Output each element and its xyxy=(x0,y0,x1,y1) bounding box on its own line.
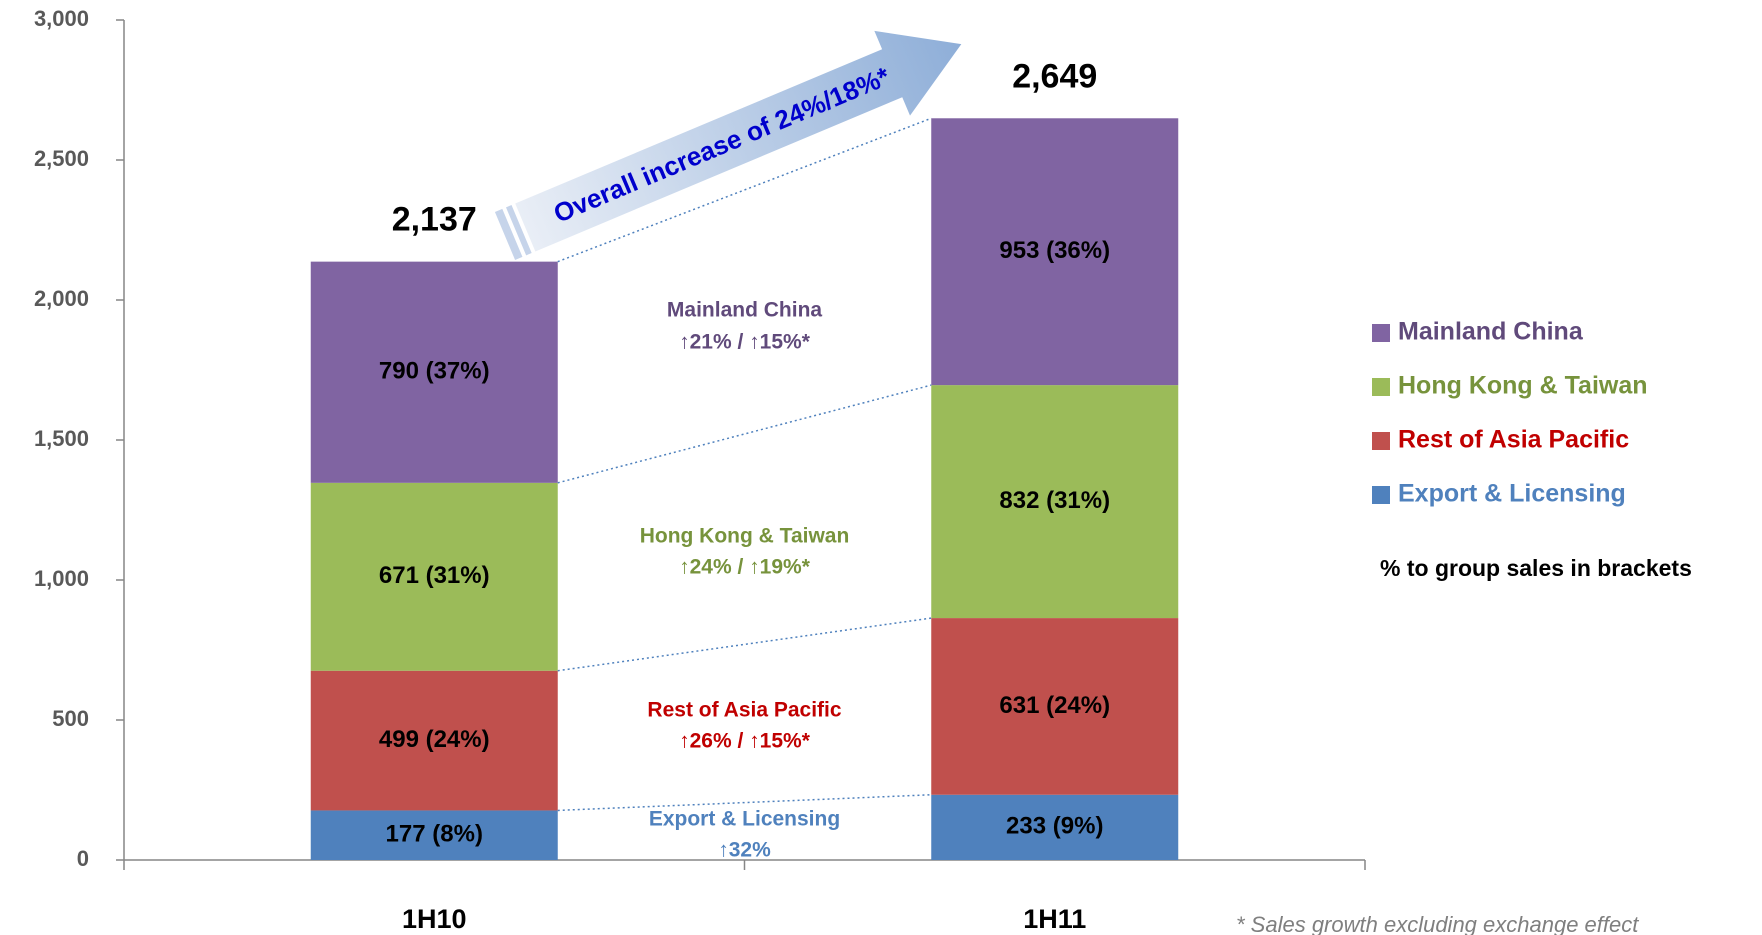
connector xyxy=(557,794,932,812)
total-label: 2,649 xyxy=(1012,57,1097,95)
bar-segment xyxy=(310,670,558,811)
connector xyxy=(557,117,932,263)
growth-name: Rest of Asia Pacific xyxy=(647,699,841,722)
segment-label: 671 (31%) xyxy=(379,562,490,589)
legend-swatch xyxy=(1372,378,1390,396)
bar-segment xyxy=(310,482,558,671)
bar-segment xyxy=(931,385,1179,619)
total-label: 2,137 xyxy=(392,201,477,239)
legend-swatch xyxy=(1372,486,1390,504)
growth-value: ↑32% xyxy=(718,839,771,862)
growth-value: ↑21% / ↑15%* xyxy=(679,331,811,354)
y-tick-label: 1,000 xyxy=(34,566,89,591)
legend-label: Export & Licensing xyxy=(1398,480,1626,508)
y-tick-label: 2,000 xyxy=(34,286,89,311)
y-tick-label: 2,500 xyxy=(34,146,89,171)
growth-name: Hong Kong & Taiwan xyxy=(640,525,850,548)
segment-label: 631 (24%) xyxy=(999,692,1110,719)
legend-label: Rest of Asia Pacific xyxy=(1398,426,1629,454)
segment-label: 832 (31%) xyxy=(999,487,1110,514)
connector xyxy=(557,384,932,484)
connector xyxy=(557,617,932,672)
growth-value: ↑26% / ↑15%* xyxy=(679,730,811,753)
y-tick-label: 1,500 xyxy=(34,426,89,451)
growth-name: Mainland China xyxy=(667,299,822,322)
segment-label: 177 (8%) xyxy=(386,821,483,848)
legend-label: Mainland China xyxy=(1398,318,1584,346)
legend-label: Hong Kong & Taiwan xyxy=(1398,372,1648,400)
y-tick-label: 3,000 xyxy=(34,6,89,31)
bar-segment xyxy=(931,618,1179,795)
segment-label: 790 (37%) xyxy=(379,358,490,385)
y-tick-label: 0 xyxy=(77,846,89,871)
bar-segment xyxy=(931,118,1179,386)
segment-label: 233 (9%) xyxy=(1006,813,1103,840)
arrow-body xyxy=(515,30,962,252)
growth-value: ↑24% / ↑19%* xyxy=(679,556,811,579)
legend-note: % to group sales in brackets xyxy=(1380,555,1692,581)
legend-swatch xyxy=(1372,432,1390,450)
y-tick-label: 500 xyxy=(52,706,89,731)
growth-arrow: Overall increase of 24%/18%* xyxy=(494,30,962,260)
x-tick-label: 1H11 xyxy=(1023,904,1086,934)
footnote: * Sales growth excluding exchange effect xyxy=(1236,912,1639,935)
bar-segment xyxy=(310,261,558,483)
x-tick-label: 1H10 xyxy=(402,904,467,934)
arrow-stripe xyxy=(505,205,532,256)
growth-name: Export & Licensing xyxy=(649,808,840,831)
segment-label: 953 (36%) xyxy=(999,237,1110,264)
arrow-text: Overall increase of 24%/18%* xyxy=(549,61,895,229)
segment-label: 499 (24%) xyxy=(379,726,490,753)
legend-swatch xyxy=(1372,324,1390,342)
bar-segment xyxy=(931,794,1179,860)
bar-segment xyxy=(310,810,558,860)
arrow-stripe xyxy=(494,208,523,260)
